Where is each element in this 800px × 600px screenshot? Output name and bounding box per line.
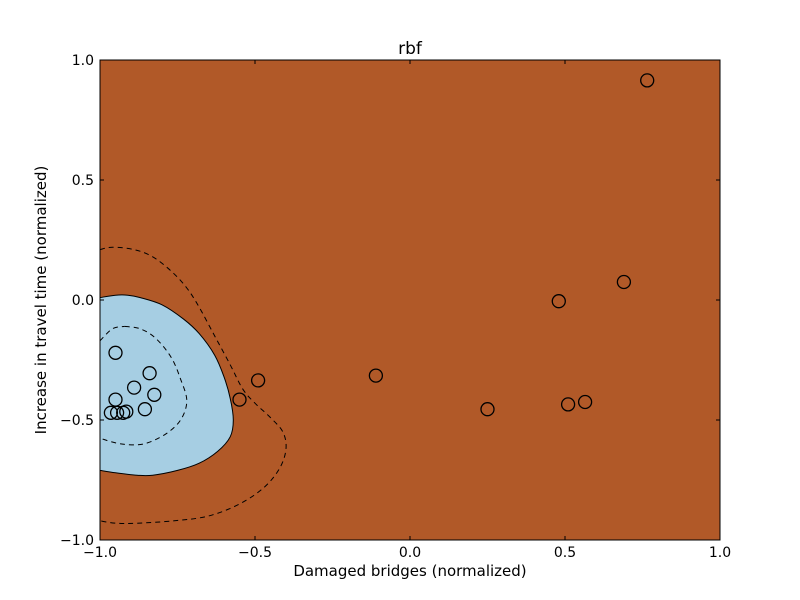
data-point-10 bbox=[119, 404, 134, 419]
x-tick-label: 0.0 bbox=[399, 545, 421, 561]
y-tick-label: 0.0 bbox=[72, 293, 94, 309]
y-tick-label: −0.5 bbox=[60, 413, 94, 429]
margin-contour-inner bbox=[100, 325, 188, 446]
decision-region bbox=[100, 294, 234, 477]
data-point-3 bbox=[126, 380, 142, 395]
y-tick-label: −1.0 bbox=[60, 533, 94, 549]
data-point-1 bbox=[108, 345, 123, 360]
data-point-2 bbox=[142, 366, 157, 381]
x-tick-label: −0.5 bbox=[238, 545, 272, 561]
data-point-17 bbox=[577, 394, 593, 410]
data-point-19 bbox=[640, 73, 655, 88]
data-point-15 bbox=[551, 294, 566, 309]
data-point-6 bbox=[137, 402, 153, 417]
data-point-11 bbox=[232, 392, 247, 407]
margin-contour-inner-top bbox=[100, 325, 125, 342]
data-point-4 bbox=[147, 387, 162, 402]
data-point-18 bbox=[616, 274, 632, 290]
data-point-16 bbox=[560, 397, 576, 412]
axis-ticks: −1.0 −0.5 0.0 0.5 1.0 −1.0 −0.5 0.0 0.5 1.0 bbox=[60, 53, 731, 561]
plot-background bbox=[100, 60, 720, 540]
data-point-14 bbox=[480, 402, 495, 417]
x-axis-label: Damaged bridges (normalized) bbox=[293, 562, 526, 580]
x-tick-label: −1.0 bbox=[83, 545, 117, 561]
data-point-13 bbox=[368, 368, 384, 383]
data-point-7 bbox=[103, 405, 119, 420]
x-tick-label: 1.0 bbox=[709, 545, 731, 561]
x-tick-label: 0.5 bbox=[554, 545, 576, 561]
y-tick-label: 1.0 bbox=[72, 53, 94, 69]
margin-contour-outer bbox=[100, 246, 287, 524]
data-point-8 bbox=[109, 405, 125, 420]
chart-title: rbf bbox=[398, 39, 423, 59]
data-point-12 bbox=[250, 373, 266, 388]
data-points bbox=[103, 73, 655, 420]
y-tick-label: 0.5 bbox=[72, 173, 94, 189]
y-axis-label: Increase in travel time (normalized) bbox=[32, 166, 50, 435]
